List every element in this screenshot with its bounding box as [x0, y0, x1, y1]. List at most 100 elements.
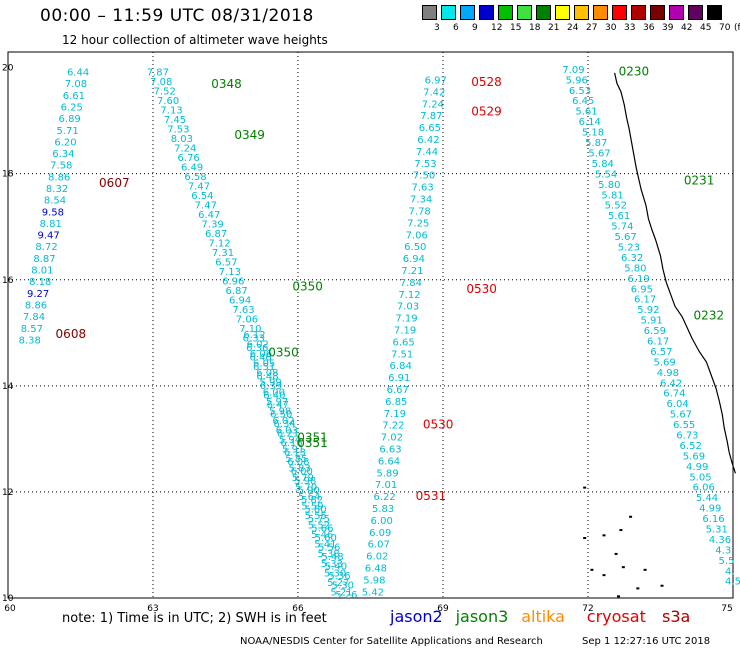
- island-mark: [660, 584, 664, 587]
- swh-value: 5.82: [301, 495, 323, 506]
- swh-value: 5.5: [719, 556, 735, 567]
- swh-value: 6.87: [205, 229, 227, 240]
- swh-value: 6.07: [368, 540, 390, 551]
- swh-value: 8.86: [25, 300, 47, 311]
- swh-value: 6.13: [284, 448, 306, 459]
- swh-value: 6.49: [181, 163, 203, 174]
- swh-value: 7.12: [398, 290, 420, 301]
- scale-label: 18: [529, 23, 541, 33]
- swh-value: 8.72: [35, 242, 57, 253]
- lat-tick-label: 16: [2, 276, 14, 286]
- swh-value: 5.69: [654, 357, 676, 368]
- swh-value: 5.64: [298, 492, 320, 503]
- island-mark: [602, 534, 606, 537]
- swh-value: 5.83: [288, 463, 310, 474]
- swh-value: 5.44: [696, 493, 718, 504]
- swh-value: 6.17: [634, 295, 656, 306]
- swh-value: 6.17: [647, 336, 669, 347]
- swh-value: 6.76: [178, 153, 200, 164]
- swh-value: 6.34: [52, 149, 74, 160]
- scale-label: 9: [472, 23, 478, 33]
- swh-value: 8.57: [21, 324, 43, 335]
- swh-value: 6.08: [256, 368, 278, 379]
- pass-time-label: 0351: [297, 431, 328, 445]
- swh-value: 7.47: [188, 182, 210, 193]
- swh-value: 7.52: [154, 87, 176, 98]
- swh-value: 6.02: [247, 340, 269, 351]
- swh-value: 6.16: [702, 514, 724, 525]
- swh-value: 6.74: [663, 389, 685, 400]
- swh-value: 7.44: [416, 147, 438, 158]
- pass-time-label: 0607: [99, 176, 130, 190]
- lon-tick-label: 66: [292, 604, 304, 614]
- swh-value: 7.84: [400, 278, 422, 289]
- scale-label: 36: [643, 23, 655, 33]
- scale-swatch: [498, 5, 513, 20]
- axis-labels: 60 63 66 69 72 75 10 12 14 16 18 20: [2, 64, 733, 614]
- swh-value: 7.63: [232, 305, 254, 316]
- swh-value: 6.09: [369, 528, 391, 539]
- swh-value: 5.85: [285, 454, 307, 465]
- swh-value: 8.38: [19, 335, 41, 346]
- swh-value: 7.08: [150, 77, 172, 88]
- scale-swatch: [441, 5, 456, 20]
- swh-value: 5.42: [362, 587, 384, 598]
- swh-value: 5.48: [321, 552, 343, 563]
- scale-label: 30: [605, 23, 617, 33]
- pass-time-label: 0350: [268, 346, 299, 360]
- swh-value: 6.00: [263, 387, 285, 398]
- swh-value: 5.30: [332, 581, 354, 592]
- scale-swatch: [650, 5, 665, 20]
- island-mark: [621, 566, 625, 569]
- swh-value: 5.54: [595, 169, 617, 180]
- swh-value: 6.57: [215, 258, 237, 269]
- swh-value: 5.99: [259, 378, 281, 389]
- swh-value: 5.38: [317, 549, 339, 560]
- swh-value: 7.06: [406, 230, 428, 241]
- swh-value: 7.10: [239, 324, 261, 335]
- island-mark: [583, 486, 587, 489]
- swh-value: 6.50: [404, 242, 426, 253]
- swh-value: 5.27: [327, 578, 349, 589]
- lat-tick-label: 12: [2, 488, 13, 498]
- swh-value: 7.51: [391, 349, 413, 360]
- swh-value: 7.21: [401, 266, 423, 277]
- pass-time-label: 0230: [619, 65, 650, 79]
- swh-value: 7.01: [375, 480, 397, 491]
- swh-value: 6.19: [627, 274, 649, 285]
- swh-value: 6.03: [276, 425, 298, 436]
- swh-value: 5.75: [308, 514, 330, 525]
- swh-value: 8.81: [40, 219, 62, 230]
- swh-value: 5.79: [292, 473, 314, 484]
- swh-value: 7.09: [562, 65, 584, 76]
- swh-value: 6.05: [253, 359, 275, 370]
- coastline-path: [613, 72, 736, 474]
- altimeter-tracks: 6.447.086.616.256.895.716.206.347.588.86…: [19, 65, 740, 601]
- swh-value: 6.16: [280, 438, 302, 449]
- swh-value: 4.99: [686, 462, 708, 473]
- swh-value: 6.67: [387, 385, 409, 396]
- swh-value: 5.80: [304, 505, 326, 516]
- swh-value: 6.63: [379, 445, 401, 456]
- swh-value: 5.70: [295, 483, 317, 494]
- swh-value: 6.25: [61, 103, 83, 114]
- swh-value: 6.96: [222, 277, 244, 288]
- swh-value: 7.02: [381, 433, 403, 444]
- swh-value: 7.60: [157, 96, 179, 107]
- swh-value: 6.22: [373, 492, 395, 503]
- swh-value: 5.52: [605, 201, 627, 212]
- swh-value: 7.24: [422, 99, 444, 110]
- swh-value: 7.24: [174, 144, 196, 155]
- swh-value: 6.51: [253, 362, 275, 373]
- map-frame: [7, 51, 734, 599]
- swh-value: 7.25: [407, 218, 429, 229]
- swh-value: 5.69: [683, 451, 705, 462]
- scale-swatch: [688, 5, 703, 20]
- swh-value: 6.64: [378, 456, 400, 467]
- lat-tick-label: 20: [2, 64, 14, 74]
- pass-time-label: 0350: [292, 279, 323, 293]
- swh-value: 6.02: [366, 552, 388, 563]
- scale-label: 42: [681, 23, 693, 33]
- scale-unit: (ft): [734, 23, 740, 33]
- swh-value: 7.19: [394, 325, 416, 336]
